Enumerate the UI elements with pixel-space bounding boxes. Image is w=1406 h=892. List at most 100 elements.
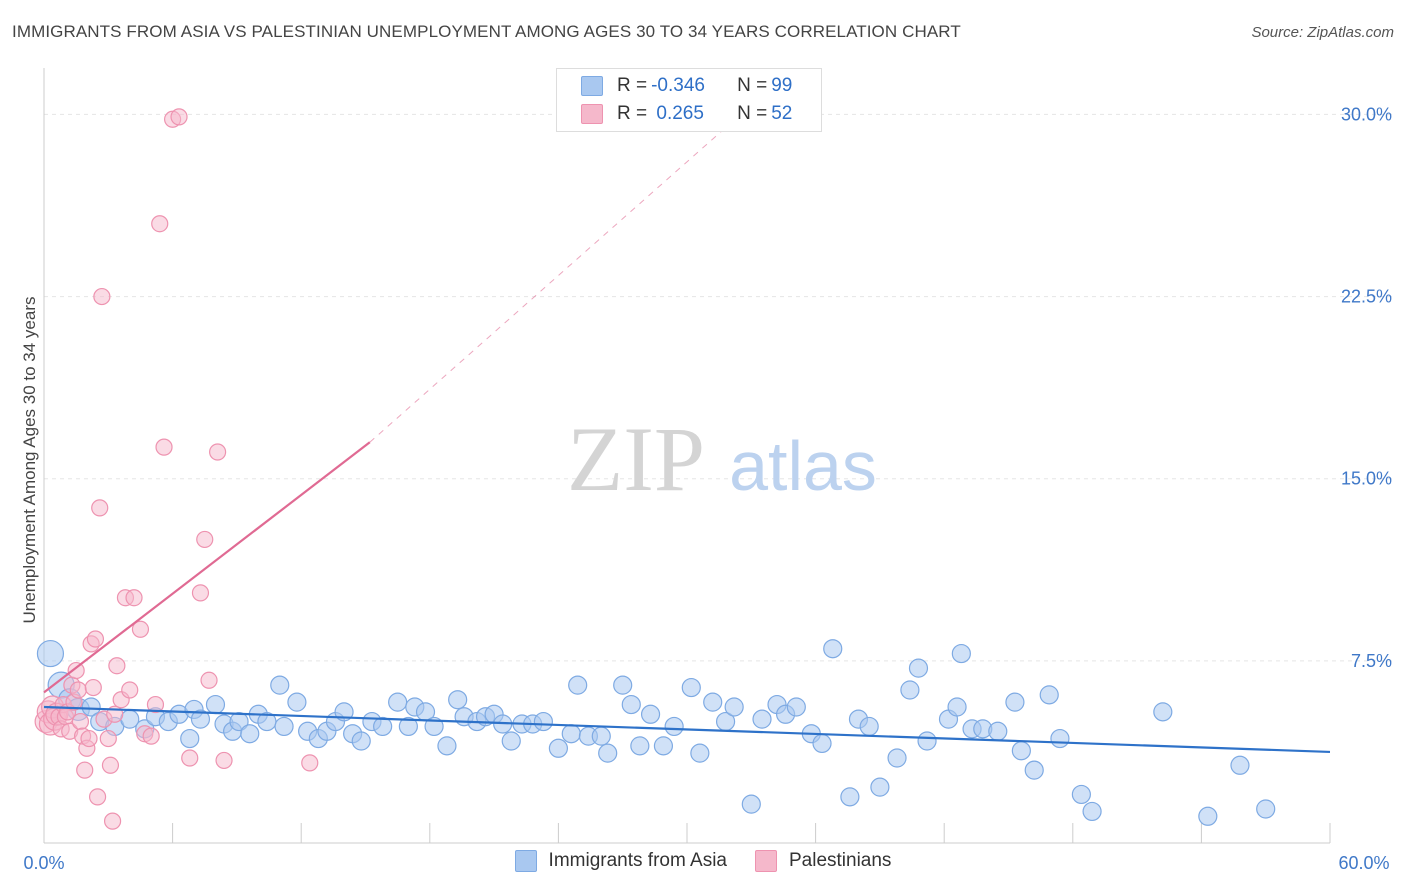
data-point-asia xyxy=(640,704,661,724)
data-point-palestinians xyxy=(76,761,94,779)
data-point-palestinians xyxy=(301,754,319,772)
data-point-asia xyxy=(951,643,971,664)
data-point-asia xyxy=(81,697,101,717)
watermark: ZIP atlas xyxy=(567,408,877,510)
legend-r-value: -0.346 xyxy=(651,75,705,96)
legend-swatch-palestinians xyxy=(754,850,777,872)
data-point-palestinians xyxy=(209,443,227,461)
legend-swatch-asia xyxy=(581,76,603,96)
data-point-palestinians xyxy=(84,678,102,697)
data-point-asia xyxy=(1153,702,1173,722)
legend-r-label: R = xyxy=(617,103,648,124)
y-tick-label: 30.0% xyxy=(1341,104,1392,124)
y-tick-label: 15.0% xyxy=(1341,469,1392,489)
series-palestinians xyxy=(34,108,319,830)
data-point-asia xyxy=(703,692,723,712)
data-point-asia xyxy=(190,709,211,729)
legend-r-label: R = xyxy=(617,75,648,96)
series-immigrants-from-asia xyxy=(36,639,1276,826)
data-point-palestinians xyxy=(80,729,98,748)
legend-r-value: 0.265 xyxy=(651,103,704,124)
data-point-asia xyxy=(591,726,611,746)
source-label: Source: ZipAtlas.com xyxy=(1251,24,1394,41)
data-point-asia xyxy=(690,743,710,763)
data-point-palestinians xyxy=(191,584,210,602)
y-tick-label: 7.5% xyxy=(1351,651,1392,671)
data-point-asia xyxy=(664,716,684,737)
data-point-asia xyxy=(424,716,444,737)
data-point-asia xyxy=(36,639,65,668)
data-point-asia xyxy=(598,743,618,763)
data-point-palestinians xyxy=(196,530,214,549)
data-point-asia xyxy=(653,736,674,756)
correlation-legend: R = -0.346 N = 99 R = 0.265 N = 52 xyxy=(556,68,822,132)
data-point-asia xyxy=(1198,806,1218,826)
data-point-asia xyxy=(724,697,744,717)
data-point-palestinians xyxy=(200,671,218,689)
data-point-asia xyxy=(437,736,457,756)
legend-n-value: 99 xyxy=(771,75,793,96)
chart-title: IMMIGRANTS FROM ASIA VS PALESTINIAN UNEM… xyxy=(12,22,961,41)
legend-n-label: N = xyxy=(737,75,768,96)
data-point-palestinians xyxy=(88,788,107,806)
data-point-asia xyxy=(533,711,553,732)
legend-swatch-asia xyxy=(514,850,537,872)
data-point-palestinians xyxy=(71,712,90,731)
data-point-asia xyxy=(1024,760,1044,780)
data-point-palestinians xyxy=(125,589,143,607)
data-point-palestinians xyxy=(181,749,199,767)
watermark-zip: ZIP xyxy=(567,408,705,510)
legend-label-palestinians: Palestinians xyxy=(788,850,892,871)
data-point-palestinians xyxy=(146,695,165,714)
data-point-palestinians xyxy=(69,681,87,699)
data-point-asia xyxy=(229,711,249,732)
data-point-asia xyxy=(1230,755,1250,775)
data-point-asia xyxy=(613,675,633,695)
data-point-asia xyxy=(351,731,371,751)
x-tick-label: 60.0% xyxy=(1338,853,1389,873)
data-point-asia xyxy=(908,658,929,678)
data-point-palestinians xyxy=(131,620,150,638)
data-point-asia xyxy=(988,721,1008,741)
data-point-asia xyxy=(548,738,569,758)
x-tick-label: 0.0% xyxy=(23,853,64,873)
series-legend: Immigrants from Asia Palestinians xyxy=(0,850,1406,872)
legend-n-label: N = xyxy=(737,103,768,124)
y-tick-label: 22.5% xyxy=(1341,287,1392,307)
data-point-palestinians xyxy=(142,727,160,745)
data-point-asia xyxy=(270,675,290,695)
data-point-asia xyxy=(287,692,307,712)
data-point-asia xyxy=(1256,799,1276,819)
trend-lines xyxy=(43,114,1331,754)
data-point-asia xyxy=(561,724,581,744)
data-point-asia xyxy=(1011,741,1031,761)
data-point-asia xyxy=(917,731,937,751)
data-point-asia xyxy=(398,716,418,737)
legend-row-asia: R = -0.346 N = 99 xyxy=(581,73,792,99)
data-point-asia xyxy=(240,724,260,744)
data-point-asia xyxy=(823,639,843,659)
data-point-asia xyxy=(786,697,806,717)
data-point-asia xyxy=(1005,692,1025,712)
data-point-asia xyxy=(1071,784,1091,805)
legend-row-palestinians: R = 0.265 N = 52 xyxy=(581,101,792,127)
data-point-asia xyxy=(840,787,860,807)
data-point-asia xyxy=(681,677,701,698)
data-point-asia xyxy=(900,680,920,700)
data-point-palestinians xyxy=(170,108,188,126)
data-point-asia xyxy=(274,716,294,737)
data-point-palestinians xyxy=(121,681,139,699)
data-point-asia xyxy=(180,728,200,749)
data-point-palestinians xyxy=(151,215,169,233)
data-point-asia xyxy=(812,733,832,754)
data-point-asia xyxy=(752,709,772,729)
watermark-atlas: atlas xyxy=(729,427,877,505)
data-point-asia xyxy=(1039,685,1059,705)
data-point-palestinians xyxy=(103,812,122,830)
data-point-asia xyxy=(568,675,588,695)
legend-n-value: 52 xyxy=(771,103,793,124)
y-axis-label: Unemployment Among Ages 30 to 34 years xyxy=(20,296,39,624)
gridlines xyxy=(44,113,1392,662)
legend-item-asia: Immigrants from Asia xyxy=(514,850,727,872)
legend-item-palestinians: Palestinians xyxy=(754,850,892,872)
